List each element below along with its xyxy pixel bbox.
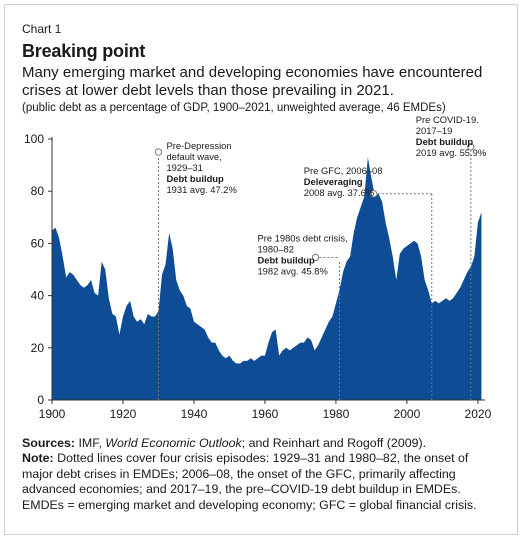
- x-tick-label: 1980: [323, 407, 350, 421]
- sources-post: ; and Reinhart and Rogoff (2009).: [241, 436, 427, 450]
- sources-weo: World Economic Outlook: [105, 436, 242, 450]
- annotation-average-text: 2008 avg. 37.6%: [304, 187, 374, 198]
- note-label: Note:: [22, 451, 54, 466]
- annotation-text: 1980–82: [257, 243, 294, 254]
- y-tick-label: 0: [37, 393, 44, 407]
- debt-area-series: [52, 157, 482, 400]
- annotation-average-text: 1982 avg. 45.8%: [257, 265, 327, 276]
- annotation-bold-text: Debt buildup: [257, 254, 315, 265]
- chart-footer: Sources: IMF, World Economic Outlook; an…: [22, 436, 502, 513]
- annotation-marker: [370, 190, 378, 198]
- note-paragraph: Note: Dotted lines cover four crisis epi…: [22, 451, 502, 513]
- annotation-average-text: 1931 avg. 47.2%: [166, 184, 236, 195]
- x-tick-label: 2000: [394, 407, 421, 421]
- annotation-marker: [154, 148, 163, 156]
- annotation-marker: [467, 143, 475, 151]
- annotation-text: Pre GFC, 2006–08: [304, 165, 383, 176]
- y-tick-label: 80: [31, 184, 45, 198]
- chart-subtitle: Many emerging market and developing econ…: [22, 64, 483, 99]
- x-tick-label: 2020: [465, 407, 492, 421]
- annotation-marker: [311, 253, 320, 262]
- y-tick-label: 100: [24, 132, 44, 146]
- annotation-bold-text: Deleveraging: [304, 176, 363, 187]
- annotation-text: Pre 1980s debt crisis,: [257, 232, 347, 243]
- y-tick-label: 60: [31, 236, 45, 250]
- annotation-text: Pre-Depression: [166, 140, 231, 151]
- y-tick-label: 40: [31, 289, 45, 303]
- x-tick-label: 1960: [252, 407, 279, 421]
- chart-title: Breaking point: [22, 41, 146, 61]
- annotation-average-text: 2019 avg. 55.9%: [416, 147, 486, 158]
- x-tick-label: 1920: [110, 407, 137, 421]
- note-text: Dotted lines cover four crisis episodes:…: [22, 451, 477, 512]
- chart-units-note: (public debt as a percentage of GDP, 190…: [22, 102, 446, 114]
- sources-label: Sources:: [22, 436, 76, 450]
- sources-line: Sources: IMF, World Economic Outlook; an…: [22, 436, 502, 451]
- annotation-bold-text: Debt buildup: [166, 173, 224, 184]
- annotation-text: default wave,: [166, 151, 221, 162]
- sources-pre: IMF,: [78, 436, 106, 450]
- y-tick-label: 20: [31, 341, 45, 355]
- chart-frame: [4, 4, 518, 535]
- annotation-bold-text: Debt buildup: [416, 136, 474, 147]
- annotation-text: Pre COVID-19.: [416, 114, 479, 125]
- annotation-text: 1929–31: [166, 162, 203, 173]
- chart-number: Chart 1: [22, 22, 62, 36]
- annotation-text: 2017–19: [416, 125, 453, 136]
- x-tick-label: 1900: [39, 407, 66, 421]
- x-tick-label: 1940: [181, 407, 208, 421]
